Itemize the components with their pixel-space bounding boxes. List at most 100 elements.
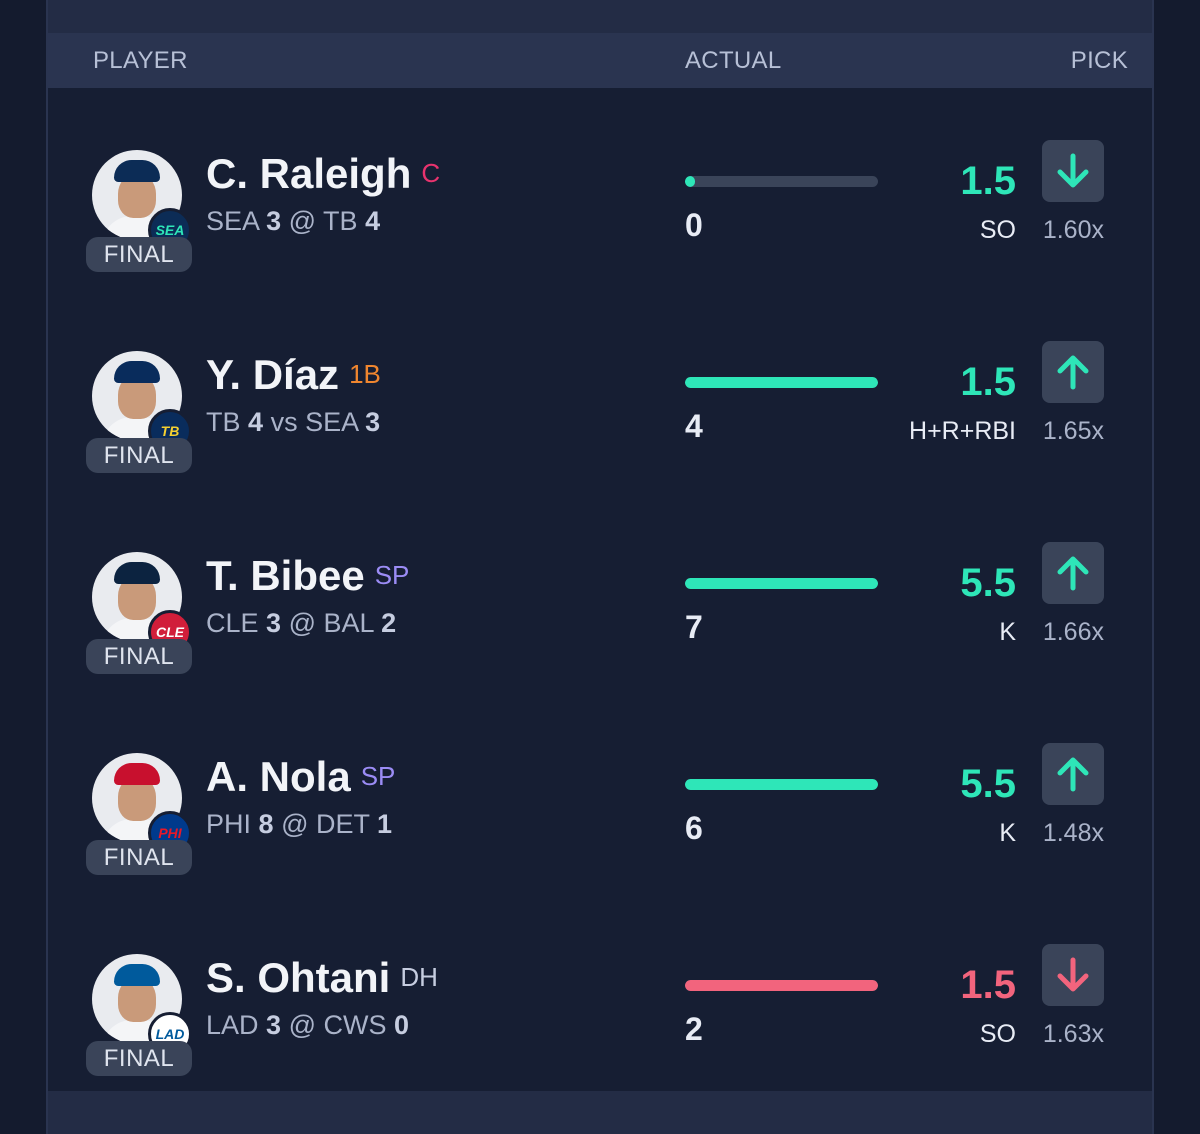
progress-bar xyxy=(685,377,878,388)
progress-bar xyxy=(685,176,878,187)
stat-type: H+R+RBI xyxy=(909,417,1016,445)
score1: 3 xyxy=(266,206,282,236)
player-cap xyxy=(114,160,160,182)
player-row[interactable]: LAD FINAL S. Ohtani DH LAD 3 @ CWS 0 2 1.… xyxy=(48,910,1152,1111)
stat-type: SO xyxy=(979,1020,1016,1048)
pick-direction-button[interactable] xyxy=(1042,542,1104,604)
status-badge: FINAL xyxy=(86,639,192,674)
pick-line: 1.5 xyxy=(960,963,1016,1007)
progress-fill xyxy=(685,578,878,589)
score2: 1 xyxy=(377,809,393,839)
score2: 0 xyxy=(394,1010,410,1040)
player-cap xyxy=(114,361,160,383)
pick-line: 5.5 xyxy=(960,561,1016,605)
player-name-line: Y. Díaz 1B xyxy=(206,351,381,399)
picks-card: PLAYER ACTUAL PICK SEA FINAL C. Raleigh C… xyxy=(46,0,1154,1134)
player-name[interactable]: S. Ohtani xyxy=(206,954,391,1001)
actual-value: 0 xyxy=(685,207,703,243)
progress-fill xyxy=(685,377,878,388)
game-separator: @ xyxy=(288,1010,317,1040)
team1: LAD xyxy=(206,1010,259,1040)
actual-value: 7 xyxy=(685,609,703,645)
status-badge: FINAL xyxy=(86,237,192,272)
progress-bar xyxy=(685,578,878,589)
game-score: SEA 3 @ TB 4 xyxy=(206,206,380,237)
game-score: CLE 3 @ BAL 2 xyxy=(206,608,396,639)
background-left xyxy=(0,0,46,1134)
stat-type: K xyxy=(999,618,1016,646)
progress-fill xyxy=(685,779,878,790)
progress-fill xyxy=(685,980,878,991)
game-separator: @ xyxy=(281,809,309,839)
score2: 2 xyxy=(381,608,397,638)
pick-line: 1.5 xyxy=(960,159,1016,203)
player-row[interactable]: CLE FINAL T. Bibee SP CLE 3 @ BAL 2 7 5.5… xyxy=(48,508,1152,709)
player-position: SP xyxy=(374,560,410,590)
card-top-strip xyxy=(48,0,1152,33)
player-position: SP xyxy=(360,761,396,791)
team2: CWS xyxy=(323,1010,387,1040)
pick-line: 5.5 xyxy=(960,762,1016,806)
payout-multiplier: 1.48x xyxy=(1042,819,1104,847)
player-name[interactable]: A. Nola xyxy=(206,753,351,800)
progress-bar xyxy=(685,779,878,790)
pick-direction-button[interactable] xyxy=(1042,743,1104,805)
player-name-line: A. Nola SP xyxy=(206,753,395,801)
player-cap xyxy=(114,562,160,584)
player-position: C xyxy=(421,158,441,188)
arrow-down-icon xyxy=(1057,957,1089,992)
pick-direction-button[interactable] xyxy=(1042,944,1104,1006)
status-badge: FINAL xyxy=(86,438,192,473)
player-cap xyxy=(114,763,160,785)
player-name[interactable]: T. Bibee xyxy=(206,552,365,599)
player-avatar xyxy=(92,753,182,843)
team1: TB xyxy=(206,407,241,437)
player-name-line: C. Raleigh C xyxy=(206,150,440,198)
arrow-up-icon xyxy=(1057,355,1089,390)
pick-direction-button[interactable] xyxy=(1042,140,1104,202)
player-row[interactable]: TB FINAL Y. Díaz 1B TB 4 vs SEA 3 4 1.5 H… xyxy=(48,307,1152,508)
arrow-up-icon xyxy=(1057,556,1089,591)
progress-bar xyxy=(685,980,878,991)
payout-multiplier: 1.63x xyxy=(1042,1020,1104,1048)
stat-type: K xyxy=(999,819,1016,847)
card-bottom-strip xyxy=(48,1091,1152,1134)
actual-value: 6 xyxy=(685,810,703,846)
pick-direction-button[interactable] xyxy=(1042,341,1104,403)
header-pick: PICK xyxy=(1070,47,1128,74)
player-name-line: T. Bibee SP xyxy=(206,552,409,600)
stat-type: SO xyxy=(979,216,1016,244)
player-row[interactable]: PHI FINAL A. Nola SP PHI 8 @ DET 1 6 5.5 … xyxy=(48,709,1152,910)
player-row[interactable]: SEA FINAL C. Raleigh C SEA 3 @ TB 4 0 1.5… xyxy=(48,106,1152,307)
pick-line: 1.5 xyxy=(960,360,1016,404)
player-name[interactable]: C. Raleigh xyxy=(206,150,412,197)
table-header: PLAYER ACTUAL PICK xyxy=(48,33,1152,88)
team2: SEA xyxy=(305,407,358,437)
payout-multiplier: 1.66x xyxy=(1042,618,1104,646)
game-score: PHI 8 @ DET 1 xyxy=(206,809,392,840)
game-separator: vs xyxy=(270,407,298,437)
player-cap xyxy=(114,964,160,986)
player-name[interactable]: Y. Díaz xyxy=(206,351,340,398)
actual-value: 4 xyxy=(685,408,703,444)
score1: 8 xyxy=(258,809,274,839)
game-separator: @ xyxy=(288,206,317,236)
team1: CLE xyxy=(206,608,259,638)
actual-value: 2 xyxy=(685,1011,703,1047)
player-name-line: S. Ohtani DH xyxy=(206,954,438,1002)
team2: BAL xyxy=(323,608,374,638)
payout-multiplier: 1.60x xyxy=(1042,216,1104,244)
team1: SEA xyxy=(206,206,259,236)
game-score: LAD 3 @ CWS 0 xyxy=(206,1010,409,1041)
status-badge: FINAL xyxy=(86,1041,192,1076)
game-separator: @ xyxy=(288,608,317,638)
header-player: PLAYER xyxy=(93,47,188,74)
score1: 4 xyxy=(248,407,264,437)
progress-fill xyxy=(685,176,695,187)
score2: 3 xyxy=(365,407,381,437)
player-position: 1B xyxy=(349,359,381,389)
score1: 3 xyxy=(266,1010,282,1040)
arrow-down-icon xyxy=(1057,153,1089,188)
team1: PHI xyxy=(206,809,252,839)
score2: 4 xyxy=(365,206,381,236)
